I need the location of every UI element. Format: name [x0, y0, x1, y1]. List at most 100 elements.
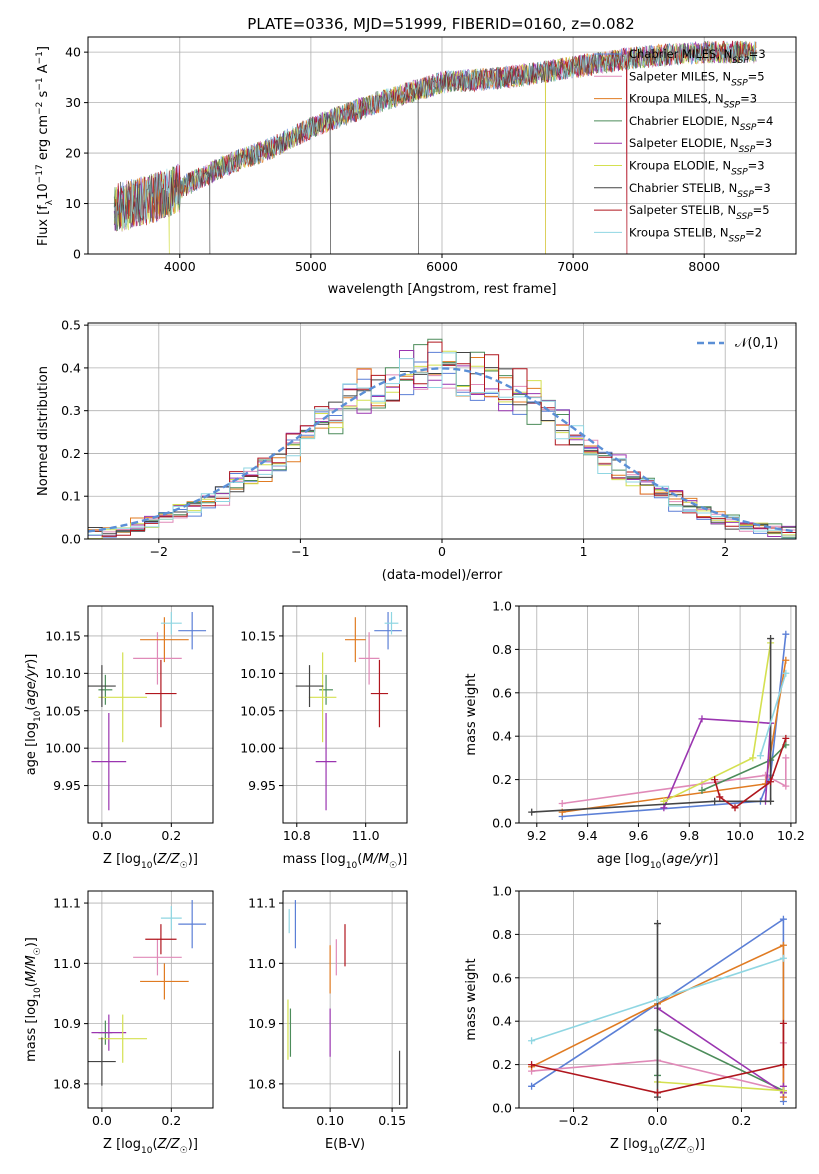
- label-part: mass [log: [24, 999, 39, 1062]
- y-tick-label: 10.8: [53, 1076, 81, 1091]
- label-part: 10: [33, 710, 43, 722]
- y-tick-label: 0.1: [61, 489, 81, 504]
- y-tick-label: 9.95: [248, 778, 276, 793]
- legend-entry-part: SSP: [731, 78, 748, 88]
- legend-entry-part: Kroupa ELODIE, N: [629, 159, 731, 173]
- series-marker: [779, 1019, 787, 1027]
- series-marker: [528, 1037, 536, 1045]
- x-tick-label: 11.0: [352, 828, 380, 843]
- label-part: )]: [695, 1137, 705, 1152]
- label-part: 10: [346, 861, 358, 871]
- legend-entry-part: Chabrier STELIB, N: [629, 181, 737, 195]
- plot-area: [528, 915, 787, 1105]
- series-marker: [782, 669, 790, 677]
- x-tick-label: 7000: [557, 259, 589, 274]
- series-line: [663, 717, 772, 809]
- series-marker: [782, 630, 790, 638]
- y-tick-label: 9.95: [53, 778, 81, 793]
- label-part: age [log: [24, 722, 39, 775]
- normal-reference-curve: [88, 367, 794, 533]
- x-tick-label: 0.2: [161, 1113, 181, 1128]
- legend-entry-part: SSP: [739, 145, 756, 155]
- series-marker: [660, 804, 668, 812]
- series-marker: [767, 635, 775, 643]
- y-tick-label: 10.00: [240, 741, 276, 756]
- spectrum-line: [113, 41, 757, 231]
- axes-frame: [518, 605, 797, 824]
- legend-entry: Kroupa MILES, NSSP=3: [629, 92, 757, 111]
- x-tick-label: −2: [150, 544, 168, 559]
- x-tick-label: 10.0: [726, 828, 754, 843]
- label-part: (: [24, 982, 39, 987]
- legend-entry: Kroupa STELIB, NSSP=2: [629, 225, 762, 244]
- y-axis-label: mass [log10(M/M☉)]: [24, 937, 43, 1062]
- series-marker: [558, 799, 566, 807]
- label-part: age/yr: [666, 852, 709, 867]
- series-line: [759, 673, 787, 756]
- plot-area: [287, 900, 401, 1105]
- label-part: )]: [188, 852, 198, 867]
- x-tick-label: 0.10: [316, 1113, 344, 1128]
- legend-entry-part: SSP: [731, 168, 748, 178]
- y-tick-label: 10.8: [248, 1076, 276, 1091]
- legend-entry-part: =5: [753, 203, 770, 217]
- residual-histogram-panel: −2 −1 0 1 2 0.0 0.1 0.2 0.3 0.4 0.5 𝒩(0,1) (data-mod…: [36, 318, 797, 583]
- mass-weight-vs-metallicity-panel: −0.2 0.0 0.2 0.0 0.2 0.4 0.6 0.8 1.0 Z [log10(Z/Z…: [464, 884, 797, 1156]
- legend-entry-part: SSP: [729, 234, 746, 244]
- label-part: age/yr: [24, 662, 39, 705]
- x-tick-label: 8000: [688, 259, 720, 274]
- legend-entry-part: SSP: [740, 123, 757, 133]
- y-tick-label: 10.9: [248, 1016, 276, 1031]
- series-marker: [779, 941, 787, 949]
- axes-frame: [87, 890, 214, 1109]
- series-line: [531, 638, 772, 813]
- legend-entry-part: Kroupa MILES, N: [629, 92, 724, 106]
- y-tick-label: 1.0: [492, 599, 512, 614]
- legend-entry-part: =3: [740, 92, 757, 106]
- label-part: ]: [36, 46, 51, 51]
- label-part: Z/Z: [157, 852, 181, 867]
- y-tick-label: 10.10: [240, 666, 276, 681]
- y-tick-label: 0.0: [492, 1101, 512, 1116]
- y-tick-label: 40: [65, 45, 81, 60]
- y-axis-label: mass weight: [464, 958, 479, 1040]
- label-part: mass [log: [283, 852, 346, 867]
- label-part: (: [357, 852, 362, 867]
- label-part: Z [log: [103, 1137, 141, 1152]
- legend-entry-part: SSP: [737, 190, 754, 200]
- legend-entry-part: SSP: [736, 212, 753, 222]
- mass-weight-vs-age-panel: 9.2 9.4 9.6 9.8 10.0 10.2 0.0 0.2 0.4 0.6 0.8 1.0 ag…: [464, 599, 805, 872]
- legend-entry-part: =3: [749, 47, 766, 61]
- label-part: −1: [35, 51, 45, 64]
- label-part: ☉: [180, 861, 188, 871]
- figure-title: PLATE=0336, MJD=51999, FIBERID=0160, z=0…: [247, 15, 634, 33]
- series-marker: [779, 1061, 787, 1069]
- series-marker: [731, 804, 739, 812]
- label-part: M/M: [24, 955, 39, 982]
- label-part: ☉: [389, 861, 397, 871]
- series-line: [531, 1023, 785, 1094]
- label-part: −2: [35, 102, 45, 115]
- series-marker: [749, 754, 757, 762]
- axes-frame: [87, 36, 797, 255]
- x-tick-label: 4000: [164, 259, 196, 274]
- legend-entry: Salpeter STELIB, NSSP=5: [629, 203, 770, 222]
- label-part: −1: [35, 77, 45, 90]
- mass-vs-metallicity-panel: 0.0 0.210.810.911.011.1Z [log10(Z/Z☉)]mas…: [24, 890, 214, 1156]
- legend-entry: Salpeter ELODIE, NSSP=3: [629, 136, 772, 155]
- plot-area: [88, 338, 796, 539]
- y-tick-label: 0.2: [61, 446, 81, 461]
- label-part: s: [36, 90, 51, 101]
- label-part: 10: [36, 183, 51, 200]
- label-part: age [log: [597, 852, 650, 867]
- label-part: 10: [33, 987, 43, 999]
- y-tick-label: 0.4: [492, 729, 512, 744]
- x-tick-label: 10.8: [283, 828, 311, 843]
- legend-entry-part: Salpeter ELODIE, N: [629, 136, 739, 150]
- series-marker: [779, 915, 787, 923]
- x-tick-label: 2: [721, 544, 729, 559]
- y-tick-label: 10.10: [45, 666, 81, 681]
- y-tick-label: 20: [65, 146, 81, 161]
- series-marker: [528, 808, 536, 816]
- series-marker: [767, 797, 775, 805]
